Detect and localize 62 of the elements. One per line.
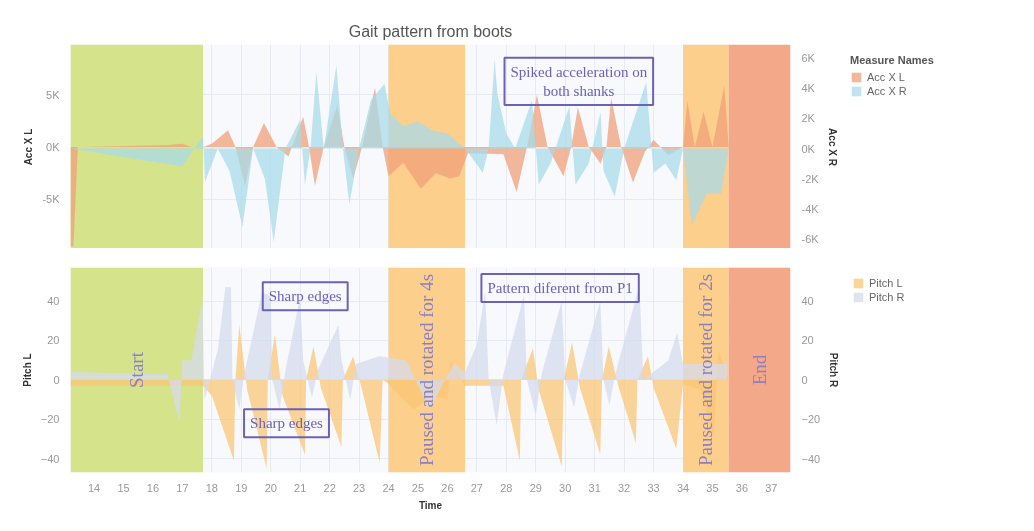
y2-tick-label: -4K (801, 202, 820, 215)
band-label: Paused and rotated for 4s (416, 273, 438, 467)
y2-axis-title: Acc X R (826, 128, 838, 167)
x-tick-label: 33 (647, 481, 660, 494)
y2-tick-label: −20 (801, 413, 821, 426)
y2-tick-label: 0K (801, 142, 816, 155)
x-tick-label: 32 (618, 481, 631, 494)
y-tick-label: 20 (47, 334, 60, 347)
x-tick-label: 21 (294, 481, 307, 494)
x-tick-label: 31 (588, 481, 601, 494)
x-tick-label: 17 (176, 481, 189, 494)
x-tick-label: 15 (117, 481, 130, 494)
x-axis-title: Time (418, 499, 443, 511)
y2-tick-label: 4K (801, 82, 816, 95)
legend-label: Acc X L (867, 71, 906, 83)
annotation: Spiked acceleration on both shanks (510, 63, 648, 99)
y2-tick-label: 20 (801, 334, 814, 347)
legend-label: Pitch R (869, 291, 906, 303)
y-tick-label: −40 (40, 452, 60, 465)
y2-tick-label: −40 (801, 452, 821, 465)
legend-label: Pitch L (869, 277, 904, 289)
x-tick-label: 19 (235, 481, 248, 494)
x-tick-label: 23 (352, 481, 366, 494)
x-tick-label: 35 (706, 481, 719, 494)
y-tick-label: −20 (40, 413, 60, 426)
x-tick-label: 22 (323, 481, 336, 494)
chart-title: Gait pattern from boots (348, 22, 513, 40)
x-tick-label: 25 (411, 481, 425, 494)
legend-title: Measure Names (850, 54, 935, 66)
x-tick-label: 29 (529, 481, 542, 494)
y-tick-label: 0K (46, 141, 61, 153)
y-tick-label: 40 (47, 295, 60, 308)
x-tick-label: 26 (441, 481, 454, 494)
y2-axis-title: Pitch R (828, 352, 840, 388)
x-tick-label: 30 (559, 481, 572, 494)
y2-tick-label: 40 (801, 295, 814, 308)
y2-tick-label: -6K (801, 232, 820, 245)
y-tick-label: 0 (53, 373, 60, 386)
y-tick-label: -5K (42, 193, 61, 206)
x-tick-label: 16 (146, 481, 160, 494)
y-axis-title: Pitch L (21, 353, 33, 387)
x-tick-label: 27 (470, 481, 484, 494)
x-tick-label: 18 (205, 481, 218, 494)
annotation: Sharp edges (268, 288, 342, 305)
x-tick-label: 37 (765, 481, 778, 494)
x-tick-label: 36 (735, 481, 749, 494)
x-tick-label: 34 (676, 481, 690, 494)
legend-label: Acc X R (867, 85, 908, 97)
y2-tick-label: -2K (801, 172, 820, 185)
x-tick-label: 20 (264, 481, 277, 494)
y2-tick-label: 0 (801, 373, 808, 386)
x-tick-label: 28 (500, 481, 513, 494)
annotation: Pattern diferent from P1 (487, 280, 633, 296)
y-axis-title: Acc X L (23, 128, 35, 166)
band-label: Paused and rotated for 2s (695, 273, 717, 467)
x-tick-label: 24 (382, 481, 395, 494)
y2-tick-label: 2K (801, 112, 816, 125)
band-label: Start (126, 351, 148, 388)
band-label: End (749, 354, 771, 386)
x-tick-label: 14 (87, 481, 101, 494)
y-tick-label: 5K (46, 88, 61, 101)
y2-tick-label: 6K (801, 52, 816, 65)
